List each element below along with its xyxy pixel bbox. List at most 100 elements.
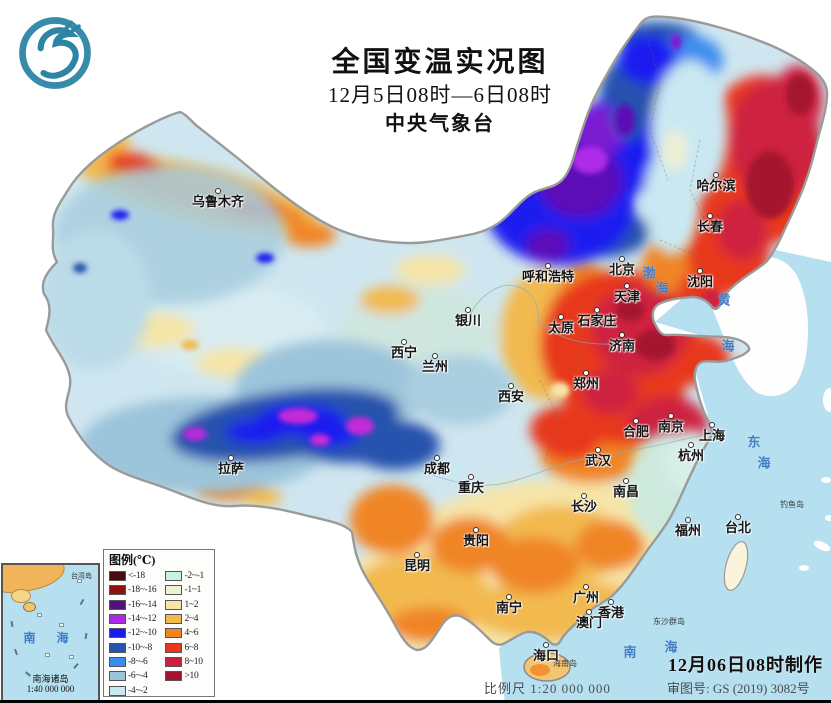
legend-label: 2~4: [184, 614, 199, 625]
legend-row: -18~-16: [109, 583, 165, 597]
legend-swatch: [165, 628, 183, 639]
legend-row: 6~8: [165, 640, 211, 654]
city-label: 西安: [497, 388, 525, 404]
hainan-warm-patch: [530, 664, 550, 676]
city-label: 贵阳: [462, 532, 490, 548]
city-label: 武汉: [584, 452, 612, 468]
legend-label: -16~-14: [128, 599, 157, 610]
nine-dash: [84, 632, 88, 640]
city-marker: [594, 307, 600, 313]
city-label: 广州: [572, 589, 600, 605]
city-label: 成都: [423, 460, 451, 476]
island-label: 东沙群岛: [653, 617, 685, 626]
city-label: 兰州: [421, 358, 449, 374]
legend-swatch: [109, 571, 126, 582]
city-marker: [685, 517, 691, 523]
province-borders: [539, 24, 716, 461]
legend-swatch: [165, 571, 183, 582]
city-marker: [697, 268, 703, 274]
city-marker: [735, 514, 741, 520]
city-label: 西宁: [390, 344, 418, 360]
taiwan-island: [723, 541, 749, 591]
legend-label: -12~-10: [128, 628, 157, 639]
legend-row: 8~10: [165, 655, 211, 669]
city-marker: [586, 609, 592, 615]
legend-label: -14~-12: [128, 614, 157, 625]
legend-title: 图例(℃): [109, 553, 156, 567]
city-marker: [623, 478, 629, 484]
legend-swatch: [109, 628, 126, 639]
sea-name-label: 海: [655, 280, 669, 296]
legend-row: -16~-14: [109, 598, 165, 612]
city-marker: [215, 188, 221, 194]
inset-coast-2: [11, 589, 31, 603]
city-label: 石家庄: [577, 312, 617, 328]
legend-swatch: [109, 642, 126, 653]
inset-islet: [77, 579, 82, 583]
city-label: 乌鲁木齐: [191, 193, 245, 209]
south-china-sea-inset: 台湾岛 南 海 南海诸岛 1:40 000 000: [1, 563, 100, 700]
legend-label: -2~-1: [184, 571, 204, 582]
legend-swatch: [165, 614, 183, 625]
sea-name-label: 海: [757, 455, 771, 471]
inset-islet: [69, 655, 74, 659]
legend-label: >10: [184, 671, 199, 682]
city-marker: [688, 442, 694, 448]
city-label: 海口: [532, 647, 560, 663]
legend-row: -2~-1: [165, 569, 211, 583]
city-label: 上海: [698, 427, 726, 443]
legend-row: -10~-8: [109, 640, 165, 654]
legend-swatch: [109, 656, 126, 667]
sea-name-label: 南: [623, 644, 637, 660]
legend-swatch: [109, 585, 126, 596]
legend-label: -6~-4: [128, 671, 148, 682]
city-label: 福州: [674, 522, 702, 538]
city-marker: [545, 263, 551, 269]
rivers: [417, 284, 715, 486]
city-marker: [709, 422, 715, 428]
city-label: 澳门: [575, 614, 603, 630]
sea-name-label: 东: [747, 434, 761, 450]
legend-label: <-18: [128, 571, 145, 582]
map-approval-number: 审图号: GS (2019) 3082号: [667, 681, 810, 696]
legend-swatch: [165, 585, 183, 596]
korea-landmass: [712, 257, 808, 397]
city-label: 太原: [547, 319, 575, 335]
city-marker: [508, 383, 514, 389]
legend-swatch: [109, 614, 126, 625]
legend-row: -8~-6: [109, 655, 165, 669]
city-label: 北京: [608, 261, 636, 277]
city-label: 南宁: [495, 599, 523, 615]
city-label: 合肥: [622, 423, 650, 439]
city-marker: [633, 418, 639, 424]
city-label: 杭州: [677, 447, 705, 463]
legend-row: -12~-10: [109, 626, 165, 640]
city-label: 南昌: [612, 483, 640, 499]
legend-row: -6~-4: [109, 669, 165, 683]
legend-row: 2~4: [165, 612, 211, 626]
legend-label: -10~-8: [128, 642, 152, 653]
cma-dragon-logo: [19, 17, 91, 89]
inset-hainan: [23, 602, 36, 612]
city-marker: [558, 314, 564, 320]
legend-label: -18~-16: [128, 585, 157, 596]
legend-label: -4~-2: [128, 685, 148, 696]
production-time: 12月06日08时制作: [668, 655, 823, 675]
city-marker: [608, 599, 614, 605]
inset-sea-name: 南 海: [23, 631, 78, 645]
legend-row: -1~1: [165, 583, 211, 597]
city-marker: [583, 370, 589, 376]
city-label: 呼和浩特: [521, 268, 575, 284]
city-label: 重庆: [457, 479, 485, 495]
city-label: 拉萨: [217, 460, 245, 476]
legend-swatch: [165, 642, 183, 653]
nine-dash: [73, 663, 79, 669]
legend-swatch: [109, 671, 126, 682]
city-marker: [401, 339, 407, 345]
city-marker: [465, 307, 471, 313]
island-label: 海南岛: [553, 659, 577, 668]
nine-dash: [14, 648, 18, 656]
city-label: 郑州: [572, 375, 600, 391]
city-marker: [624, 283, 630, 289]
